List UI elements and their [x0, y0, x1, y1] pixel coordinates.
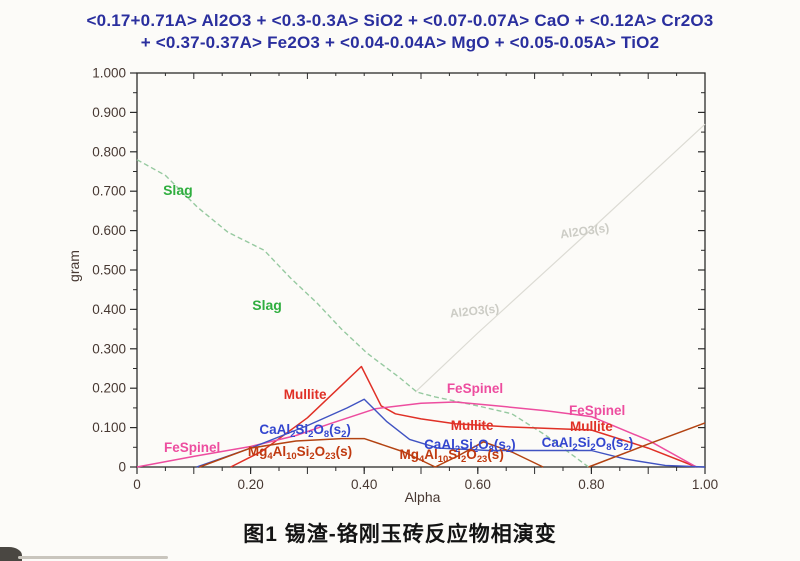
- y-tick-label: 0.300: [92, 341, 126, 356]
- series-al2o3-s-: [414, 123, 706, 393]
- y-tick-label: 0.600: [92, 223, 126, 238]
- series-mullite: [230, 365, 697, 468]
- curve-label: CaAl2Si2O8(s2): [259, 422, 351, 440]
- y-tick-label: 0.400: [92, 302, 126, 317]
- y-tick-label: 0: [118, 460, 126, 475]
- scan-artifact-corner: [0, 547, 22, 561]
- curve-label: Mullite: [451, 418, 494, 433]
- curve-label: Mullite: [570, 419, 613, 434]
- x-tick-label: 0: [133, 477, 141, 492]
- series-slag: [136, 159, 590, 468]
- curve-label: FeSpinel: [569, 403, 625, 418]
- curve-label: Al2O3(s): [559, 221, 610, 242]
- curve-label: FeSpinel: [447, 381, 503, 396]
- x-tick-label: 1.00: [692, 477, 718, 492]
- y-tick-label: 0.500: [92, 263, 126, 278]
- curve-label: Al2O3(s): [449, 301, 500, 320]
- curve-label: Mg4Al10Si2O23(s): [248, 444, 352, 462]
- chart-title: <0.17+0.71A> Al2O3 + <0.3-0.3A> SiO2 + <…: [0, 10, 800, 54]
- x-tick-label: 0.40: [351, 477, 377, 492]
- y-axis-label: gram: [66, 250, 82, 282]
- x-axis-label: Alpha: [404, 489, 441, 505]
- series-mg4al10si2o23-s-: [199, 437, 436, 468]
- y-tick-label: 0.800: [92, 144, 126, 159]
- y-tick-label: 1.000: [92, 66, 126, 81]
- y-tick-label: 0.100: [92, 420, 126, 435]
- x-tick-label: 0.20: [237, 477, 263, 492]
- curve-label: Slag: [252, 297, 282, 313]
- y-tick-label: 0.700: [92, 184, 126, 199]
- curve-label: FeSpinel: [164, 440, 220, 455]
- figure-caption: 图1 锡渣-铬刚玉砖反应物相演变: [243, 523, 557, 546]
- x-tick-label: 0.60: [465, 477, 491, 492]
- series-fespinel: [136, 401, 697, 468]
- series-mg4al10si2o23-s-: [588, 422, 706, 468]
- curve-label: CaAl2Si2O8(s2): [542, 435, 634, 453]
- series-caal2si2o8-s2-: [196, 398, 706, 468]
- curve-label: CaAl2Si2O8(s2): [424, 437, 516, 455]
- y-tick-label: 0.200: [92, 381, 126, 396]
- curve-label: Mullite: [284, 387, 327, 402]
- curve-label: Mg4Al10Si2O23(s): [400, 447, 504, 465]
- x-tick-label: 0.80: [578, 477, 604, 492]
- series-mg4al10si2o23-s-: [434, 441, 544, 468]
- chart-title-line2: + <0.37-0.37A> Fe2O3 + <0.04-0.04A> MgO …: [140, 33, 660, 52]
- curve-label: Slag: [163, 182, 193, 198]
- y-tick-label: 0.900: [92, 105, 126, 120]
- chart-title-line1: <0.17+0.71A> Al2O3 + <0.3-0.3A> SiO2 + <…: [86, 11, 714, 30]
- scan-artifact-streak: [18, 556, 168, 559]
